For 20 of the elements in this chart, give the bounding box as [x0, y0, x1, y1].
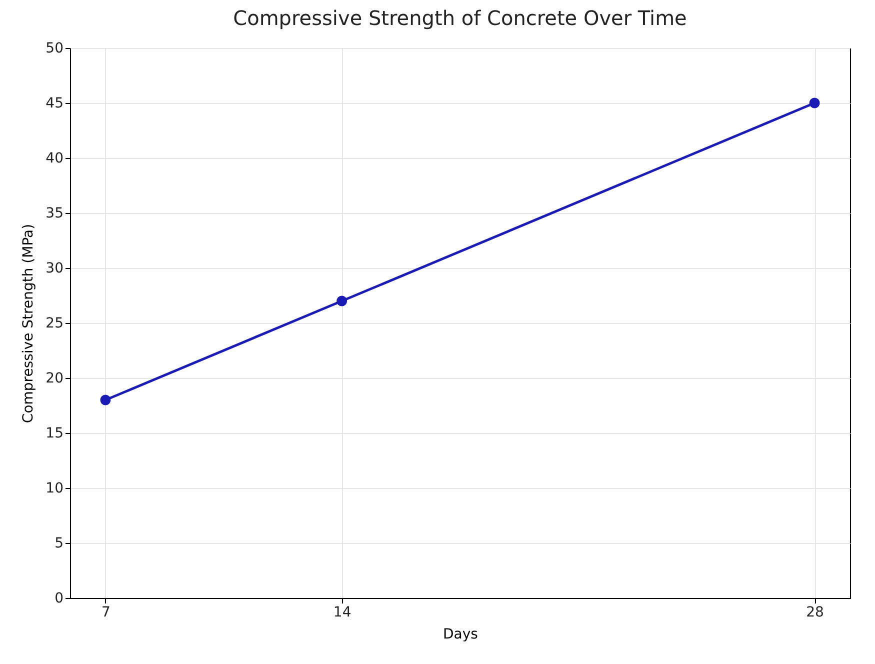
y-tick-label: 35	[46, 206, 64, 222]
x-tick-label: 14	[333, 604, 352, 620]
point	[809, 98, 820, 108]
y-tick-label: 0	[54, 590, 64, 606]
y-tick-label: 5	[54, 536, 64, 552]
y-tick-label: 10	[46, 480, 64, 496]
y-tick-label: 40	[46, 150, 64, 166]
x-axis-title: Days	[443, 626, 478, 642]
x-tick-label: 7	[101, 604, 110, 620]
x-tick-label: 28	[806, 604, 824, 620]
point	[336, 296, 348, 306]
y-tick-label: 45	[46, 96, 64, 112]
y-axis-title: Compressive Strength (MPa)	[20, 224, 37, 424]
y-tick-label: 50	[46, 40, 64, 56]
y-tick-label: 25	[46, 316, 64, 332]
chart-title: Compressive Strength of Concrete Over Time	[233, 6, 687, 30]
y-tick-label: 20	[46, 370, 64, 386]
y-tick-label: 15	[46, 426, 64, 442]
point	[100, 394, 111, 406]
y-tick-label: 30	[46, 260, 64, 276]
